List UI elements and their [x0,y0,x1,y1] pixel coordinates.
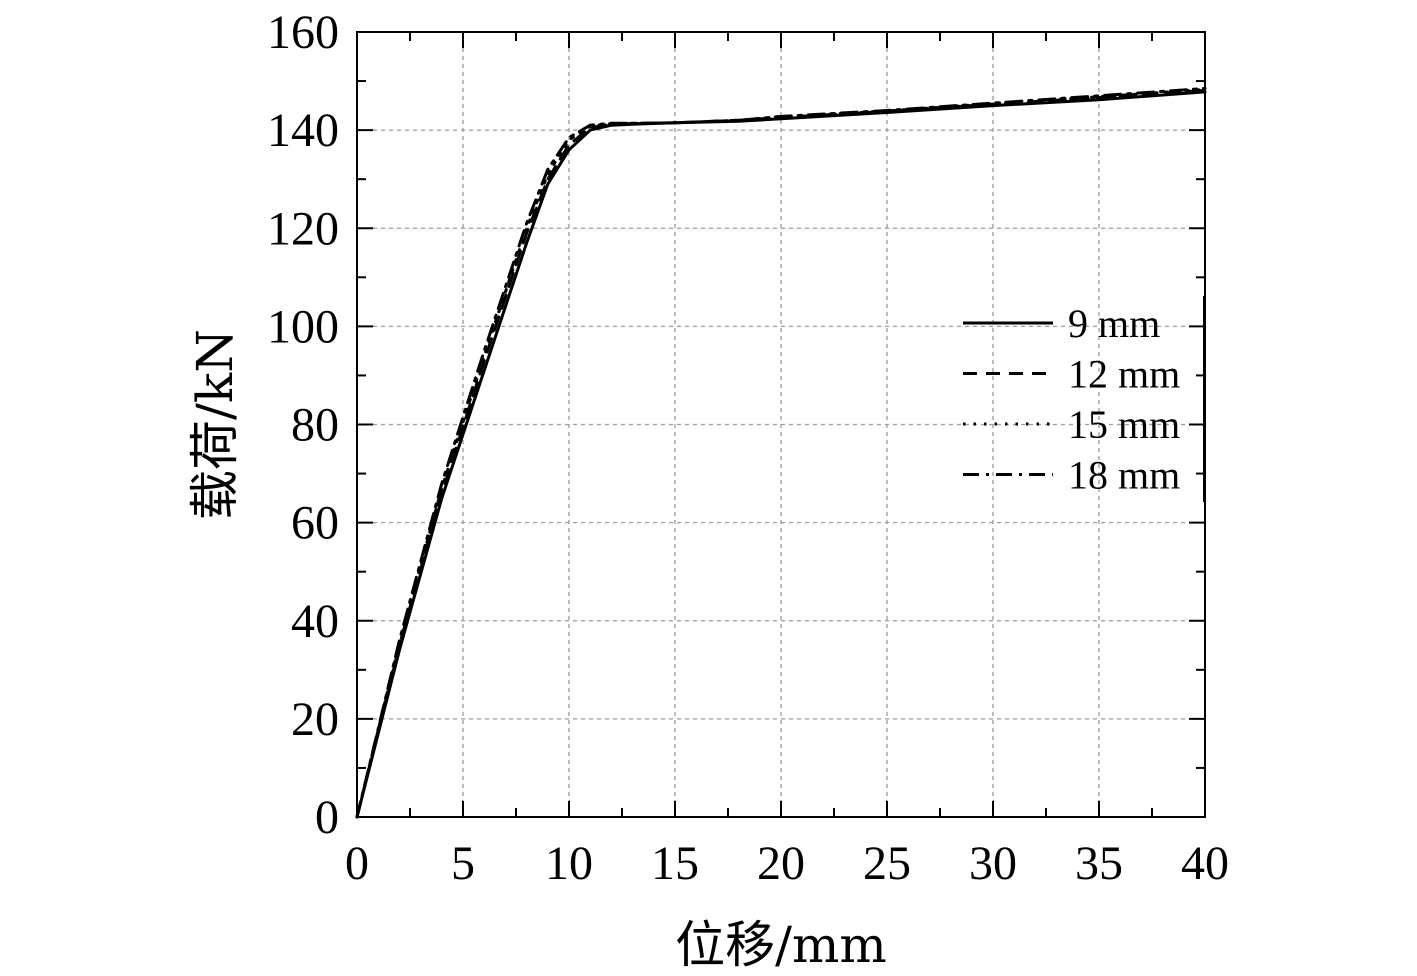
y-tick-label: 0 [315,791,339,844]
axis-ticks [356,31,1206,818]
legend-label-4: 18 mm [1068,453,1180,498]
x-tick-labels: 0 5 10 15 20 25 30 35 40 [345,837,1229,890]
y-tick-label: 140 [267,104,339,157]
x-tick-label: 25 [863,837,911,890]
y-axis-title: 载荷/kN [186,329,244,520]
y-tick-label: 120 [267,202,339,255]
grid [357,32,1205,817]
y-tick-labels: 0 20 40 60 80 100 120 140 160 [267,6,339,844]
legend: 9 mm 12 mm 15 mm 18 mm [963,296,1205,502]
y-tick-label: 20 [291,693,339,746]
y-tick-label: 40 [291,595,339,648]
legend-label-1: 9 mm [1068,301,1160,346]
y-tick-label: 60 [291,497,339,550]
series-lines [355,86,1207,819]
x-tick-label: 5 [451,837,475,890]
x-tick-label: 20 [757,837,805,890]
x-tick-label: 40 [1181,837,1229,890]
x-tick-label: 30 [969,837,1017,890]
legend-label-2: 12 mm [1068,352,1180,397]
x-tick-label: 0 [345,837,369,890]
x-tick-label: 10 [545,837,593,890]
legend-label-3: 15 mm [1068,402,1180,447]
x-tick-label: 35 [1075,837,1123,890]
series-line-4 [355,86,1207,819]
y-tick-label: 160 [267,6,339,59]
x-axis-title: 位移/mm [675,916,887,974]
x-tick-label: 15 [651,837,699,890]
y-tick-label: 80 [291,399,339,452]
y-tick-label: 100 [267,300,339,353]
